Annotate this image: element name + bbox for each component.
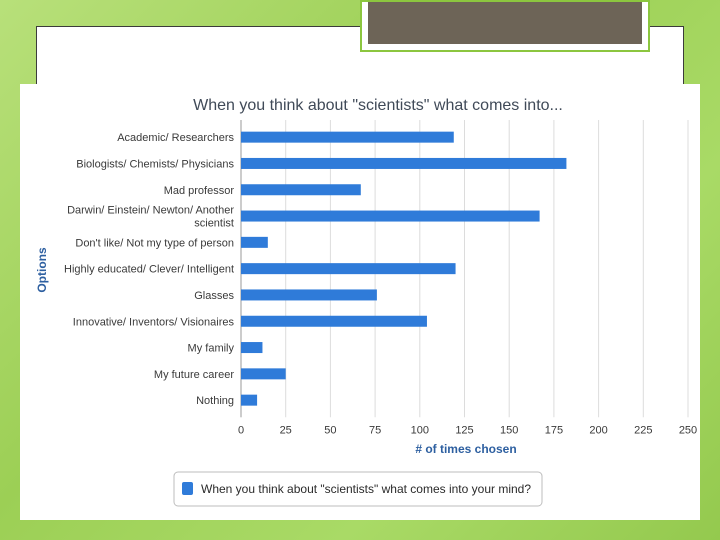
bar[interactable]	[241, 263, 456, 275]
category-label: Biologists/ Chemists/ Physicians	[76, 158, 234, 170]
category-label: Nothing	[196, 395, 234, 407]
category-labels: Academic/ Researchers Biologists/ Chemist…	[64, 132, 234, 407]
bar[interactable]	[241, 236, 268, 248]
legend-box	[173, 471, 543, 507]
bar[interactable]	[241, 131, 454, 143]
bar[interactable]	[241, 157, 567, 169]
bar[interactable]	[241, 289, 377, 301]
category-label: Highly educated/ Clever/ Intelligent	[64, 264, 234, 276]
bar[interactable]	[241, 315, 427, 327]
category-label: Innovative/ Inventors/ Visionaires	[73, 316, 235, 328]
x-tick-label: 125	[455, 424, 473, 436]
bar[interactable]	[241, 210, 540, 222]
bar-chart: When you think about "scientists" what c…	[35, 97, 697, 507]
x-tick-label: 0	[238, 424, 244, 436]
legend[interactable]: When you think about "scientists" what c…	[173, 471, 543, 507]
x-tick-label: 250	[679, 424, 697, 436]
chart-title: When you think about "scientists" what c…	[193, 97, 563, 114]
x-tick-label: 225	[634, 424, 652, 436]
y-axis-title: Options	[35, 247, 49, 293]
title-placeholder-fill	[368, 2, 642, 44]
bar[interactable]	[241, 394, 258, 406]
chart-panel: When you think about "scientists" what c…	[20, 84, 700, 520]
x-tick-label: 100	[411, 424, 429, 436]
bar[interactable]	[241, 368, 286, 380]
bar[interactable]	[241, 184, 361, 196]
category-label: Glasses	[194, 290, 234, 302]
category-label: My family	[188, 343, 235, 355]
category-label: Don't like/ Not my type of person	[75, 237, 234, 249]
bar[interactable]	[241, 342, 263, 354]
category-label: Darwin/ Einstein/ Newton/ Another	[67, 205, 234, 217]
x-tick-label: 25	[280, 424, 292, 436]
slide-title-placeholder	[360, 0, 650, 52]
bar-layer	[241, 131, 567, 406]
legend-label: When you think about "scientists" what c…	[201, 482, 531, 496]
x-tick-label: 150	[500, 424, 518, 436]
category-label: Mad professor	[164, 185, 235, 197]
x-tick-label: 200	[589, 424, 607, 436]
grid-layer	[240, 120, 689, 418]
x-tick-label: 175	[545, 424, 563, 436]
x-axis-title: # of times chosen	[415, 442, 516, 456]
category-label: My future career	[154, 369, 234, 381]
category-label: scientist	[194, 218, 234, 230]
legend-swatch	[182, 482, 193, 495]
x-tick-labels: 0 25 50 75 100 125 150 175 200 225 250	[238, 424, 697, 436]
x-tick-label: 75	[369, 424, 381, 436]
x-tick-label: 50	[324, 424, 336, 436]
category-label: Academic/ Researchers	[117, 132, 234, 144]
